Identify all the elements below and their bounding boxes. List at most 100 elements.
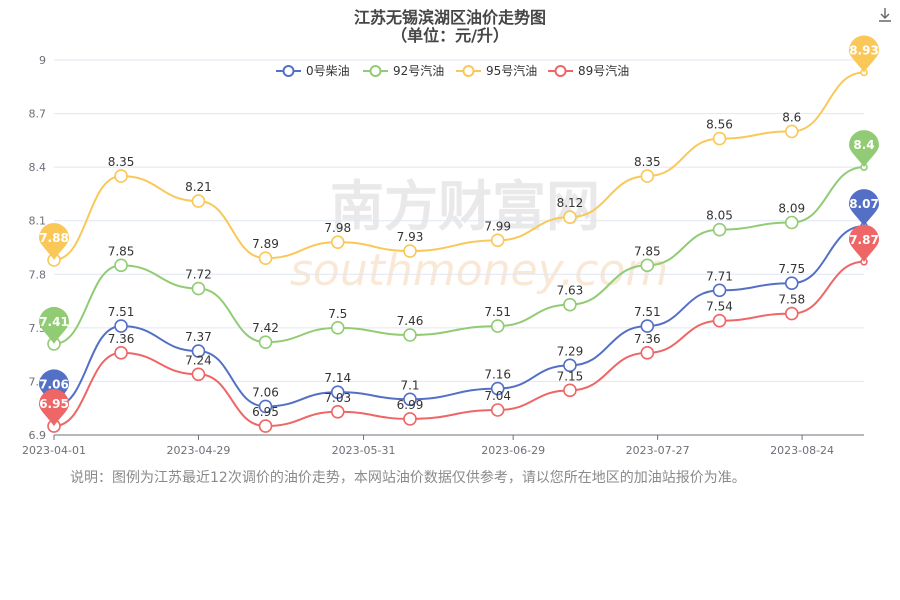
data-point [784,124,799,139]
data-point [640,346,655,360]
data-label: 7.24 [185,353,212,367]
markpoint-pin: 8.4 [849,130,879,168]
data-point [258,251,273,266]
data-point [712,222,727,237]
data-point [784,215,799,230]
x-tick-label: 2023-05-31 [332,444,396,457]
watermark-en: southmoney.com [290,245,668,296]
series-line-1 [53,166,865,345]
data-label: 8.05 [706,209,733,223]
data-label: 8.21 [185,180,212,194]
markpoint-value: 8.07 [849,197,879,211]
data-point [712,131,727,146]
data-label: 7.51 [634,305,661,319]
data-point [114,346,128,360]
data-point [330,404,345,419]
chart-subtitle: （单位：元/升） [391,26,509,45]
data-point [114,169,128,183]
data-label: 8.35 [634,155,661,169]
legend-marker [369,65,382,77]
data-label: 7.85 [108,244,135,258]
data-label: 7.46 [397,314,424,328]
data-point [640,169,655,183]
data-label: 7.16 [484,368,511,382]
data-label: 7.06 [252,385,279,399]
series-line-3 [53,260,865,428]
data-label: 8.56 [706,118,733,132]
data-label: 8.09 [778,202,805,216]
series-lines [47,68,868,433]
data-label: 6.99 [397,398,424,412]
data-label: 7.75 [778,262,805,276]
data-label: 7.98 [324,221,351,235]
data-point [403,412,417,426]
legend-label: 92号汽油 [393,63,444,78]
data-point [330,321,345,335]
data-label: 7.37 [185,330,212,344]
data-label: 7.42 [252,321,279,335]
markpoint-shape [39,306,69,344]
x-tick-label: 2023-04-01 [22,444,86,457]
data-point [114,258,128,273]
data-label: 7.36 [634,332,661,346]
data-point [191,367,206,382]
legend-marker [462,65,475,77]
x-tick-label: 2023-06-29 [481,444,545,457]
data-label: 7.03 [324,391,351,405]
markpoint-pin: 7.87 [849,224,879,262]
legend-label: 89号汽油 [578,63,629,78]
data-label: 7.93 [397,230,424,244]
markpoint-pin: 7.41 [39,306,69,344]
data-point [563,383,577,398]
data-point [258,335,273,349]
data-point [563,210,577,224]
data-label: 7.36 [108,332,135,346]
data-point [114,319,128,333]
data-label: 8.35 [108,155,135,169]
legend-item[interactable]: 95号汽油 [456,63,537,78]
legend-marker [554,65,567,77]
download-icon-glyph [879,8,891,22]
data-label: 7.63 [557,284,584,298]
data-label: 7.58 [778,293,805,307]
data-point [330,235,345,249]
legend-label: 95号汽油 [486,63,537,78]
download-icon[interactable] [876,6,894,24]
data-label: 7.54 [706,300,733,314]
data-point [191,344,206,358]
data-point [258,399,273,414]
data-label: 7.15 [557,369,584,383]
y-tick-label: 8.4 [29,161,47,174]
data-label: 7.71 [706,269,733,283]
markpoint-value: 7.41 [39,315,69,329]
markpoint-shape [39,389,69,427]
markpoint-shape [849,130,879,168]
y-tick-label: 8.7 [29,108,47,121]
data-point [563,358,577,373]
data-point [640,319,655,333]
legend[interactable]: 0号柴油 92号汽油 95号汽油 89号汽油 [276,63,629,78]
legend-item[interactable]: 0号柴油 [276,64,350,78]
x-tick-label: 2023-08-24 [770,444,834,457]
x-tick-label: 2023-04-29 [166,444,230,457]
y-tick-label: 9 [39,54,46,67]
legend-label: 0号柴油 [306,64,350,78]
y-tick-label: 6.9 [29,429,47,442]
markpoint-pin: 6.95 [39,389,69,427]
data-point [191,281,206,296]
data-labels: 7.51 7.37 7.06 7.14 7.1 7.16 7.29 7.51 7.71 7.75 7… [108,110,805,419]
series-line-0 [53,225,865,408]
watermark-cn: 南方财富网 [330,175,600,238]
data-label: 8.6 [782,110,801,124]
data-point [403,328,417,342]
legend-item[interactable]: 89号汽油 [548,63,629,78]
markpoint-pin: 8.07 [849,189,879,227]
markpoint-shape [39,223,69,260]
data-label: 7.72 [185,268,212,282]
chart-title: 江苏无锡滨湖区油价走势图 [353,8,546,27]
data-point [490,319,505,333]
data-point [403,244,417,258]
data-label: 7.29 [557,344,584,358]
legend-item[interactable]: 92号汽油 [363,63,444,78]
data-point [563,297,577,312]
